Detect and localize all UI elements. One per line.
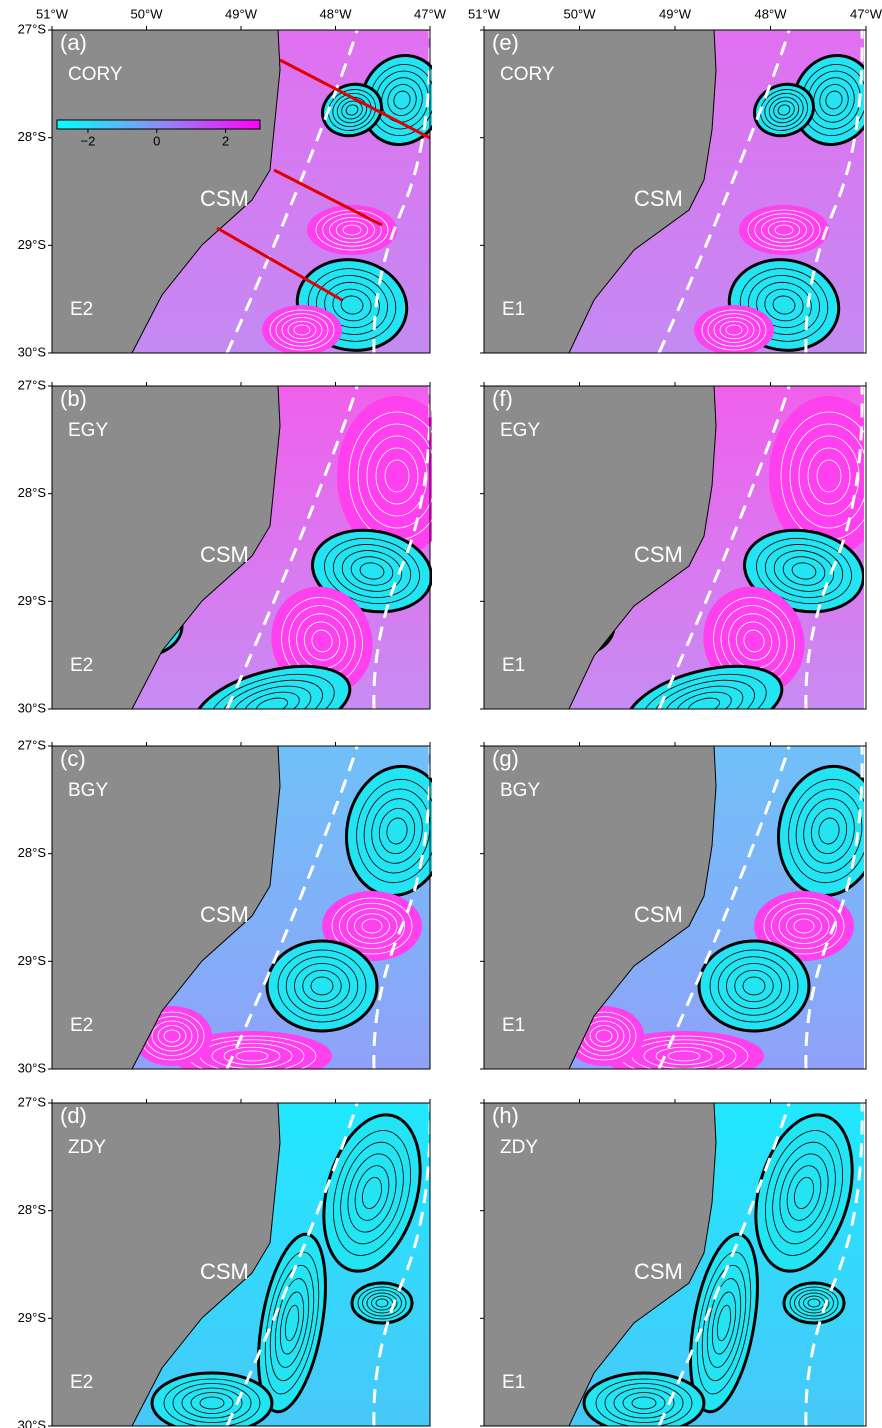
map-panel: (h) ZDY CSM E1 [480, 1099, 868, 1428]
region-label: ZDY [68, 1137, 106, 1158]
experiment-label: E2 [70, 299, 93, 320]
region-label: CORY [500, 64, 555, 85]
experiment-label: E1 [502, 1372, 525, 1393]
eddy [307, 205, 397, 255]
lat-tick-label: 30°S [18, 1060, 47, 1075]
colorbar-tick-label: −2 [81, 133, 96, 148]
panel-label: (f) [492, 386, 513, 411]
colorbar [57, 120, 260, 129]
eddy [152, 1373, 272, 1428]
map-panel: −2 0 2 (a) CORY CSM E2 27°S 28°S 29°S 30°S 51°W 50°W… [18, 6, 455, 359]
lat-tick-label: 28°S [18, 129, 47, 144]
panel-field [52, 746, 458, 1081]
panel-label: (c) [60, 746, 86, 771]
panel-label: (d) [60, 1103, 87, 1128]
site-label: CSM [200, 186, 249, 211]
lat-tick-label: 30°S [18, 1417, 47, 1428]
experiment-label: E1 [502, 299, 525, 320]
eddy [267, 941, 377, 1031]
site-label: CSM [634, 902, 683, 927]
lat-tick-label: 29°S [18, 1310, 47, 1325]
colorbar-tick-label: 2 [222, 133, 229, 148]
site-label: CSM [634, 1259, 683, 1284]
site-label: CSM [200, 902, 249, 927]
lon-tick-label: 47°W [850, 6, 882, 21]
experiment-label: E2 [70, 1015, 93, 1036]
site-label: CSM [200, 1259, 249, 1284]
map-panel: (e) CORY CSM E1 51°W 50°W 49°W 48°W 47°W [468, 6, 882, 358]
map-panel: (f) EGY CSM E1 [480, 382, 882, 761]
site-label: CSM [634, 186, 683, 211]
figure: −2 0 2 (a) CORY CSM E2 27°S 28°S 29°S 30°S 51°W 50°W… [0, 0, 882, 1428]
lon-tick-label: 47°W [414, 6, 447, 21]
map-panel: (d) ZDY CSM E2 27°S 28°S 29°S 30°S [18, 1094, 437, 1428]
site-label: CSM [634, 542, 683, 567]
experiment-label: E1 [502, 655, 525, 676]
panel-field [52, 386, 457, 761]
experiment-label: E2 [70, 655, 93, 676]
lon-tick-label: 51°W [468, 6, 501, 21]
lat-tick-label: 27°S [18, 377, 47, 392]
eddy [784, 1283, 844, 1323]
lat-tick-label: 28°S [18, 485, 47, 500]
panel-field [484, 386, 882, 761]
lon-tick-label: 48°W [755, 6, 788, 21]
region-label: BGY [500, 780, 540, 801]
lon-tick-label: 50°W [564, 6, 597, 21]
lat-tick-label: 27°S [18, 1094, 47, 1109]
lat-tick-label: 28°S [18, 1202, 47, 1217]
experiment-label: E1 [502, 1015, 525, 1036]
region-label: BGY [68, 780, 108, 801]
eddy [699, 941, 809, 1031]
lon-tick-label: 51°W [36, 6, 69, 21]
lat-tick-label: 27°S [18, 737, 47, 752]
lon-tick-label: 49°W [659, 6, 692, 21]
map-panel: (g) BGY CSM E1 [480, 742, 882, 1081]
panel-label: (a) [60, 30, 87, 55]
lat-tick-label: 30°S [18, 700, 47, 715]
eddy [262, 305, 342, 355]
panel-label: (e) [492, 30, 519, 55]
lon-tick-label: 50°W [131, 6, 164, 21]
experiment-label: E2 [70, 1372, 93, 1393]
panel-label: (b) [60, 386, 87, 411]
region-label: EGY [500, 420, 540, 441]
eddy [352, 1283, 412, 1323]
panel-field [484, 746, 882, 1081]
lat-tick-label: 27°S [18, 21, 47, 36]
map-panel: (c) BGY CSM E2 27°S 28°S 29°S 30°S [18, 737, 458, 1081]
lon-tick-label: 48°W [320, 6, 353, 21]
eddy [694, 305, 774, 355]
lat-tick-label: 29°S [18, 237, 47, 252]
map-panel: (b) EGY CSM E2 27°S 28°S 29°S 30°S [18, 377, 457, 760]
colorbar-tick-label: 0 [153, 133, 160, 148]
lat-tick-label: 29°S [18, 593, 47, 608]
eddy [584, 1373, 704, 1428]
region-label: CORY [68, 64, 123, 85]
lat-tick-label: 29°S [18, 953, 47, 968]
panel-label: (g) [492, 746, 519, 771]
site-label: CSM [200, 542, 249, 567]
panel-label: (h) [492, 1103, 519, 1128]
eddy [739, 205, 829, 255]
lon-tick-label: 49°W [225, 6, 258, 21]
region-label: EGY [68, 420, 108, 441]
lat-tick-label: 28°S [18, 845, 47, 860]
lat-tick-label: 30°S [18, 344, 47, 359]
region-label: ZDY [500, 1137, 538, 1158]
